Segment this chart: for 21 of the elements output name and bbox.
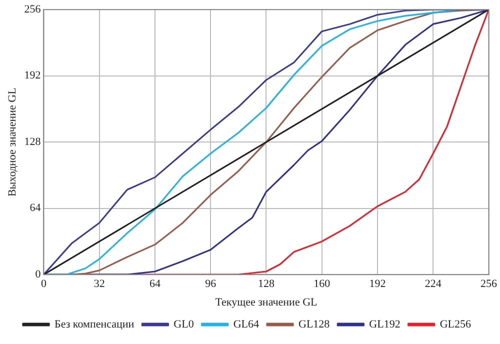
x-tick-label: 32 bbox=[94, 278, 105, 290]
x-tick-label: 256 bbox=[480, 278, 498, 290]
x-tick-label: 160 bbox=[314, 278, 331, 290]
y-axis-title: Выходное значение GL bbox=[6, 87, 18, 197]
y-tick-label: 64 bbox=[30, 202, 42, 214]
x-tick-label: 224 bbox=[424, 278, 442, 290]
legend-label: GL0 bbox=[174, 318, 194, 330]
legend-label: GL64 bbox=[233, 318, 260, 330]
legend-label: GL192 bbox=[369, 318, 400, 330]
y-tick-label: 0 bbox=[35, 268, 42, 280]
legend-label: Без компенсации bbox=[54, 318, 134, 330]
legend-label: GL128 bbox=[298, 318, 330, 330]
legend-label: GL256 bbox=[440, 318, 472, 330]
x-tick-label: 128 bbox=[258, 278, 275, 290]
y-tick-label: 128 bbox=[24, 136, 42, 148]
y-tick-label: 192 bbox=[24, 70, 41, 82]
x-tick-label: 64 bbox=[149, 278, 161, 290]
x-axis-title: Текущее значение GL bbox=[215, 296, 318, 308]
x-tick-label: 96 bbox=[205, 278, 217, 290]
x-tick-label: 192 bbox=[369, 278, 386, 290]
y-tick-label: 256 bbox=[24, 3, 42, 16]
